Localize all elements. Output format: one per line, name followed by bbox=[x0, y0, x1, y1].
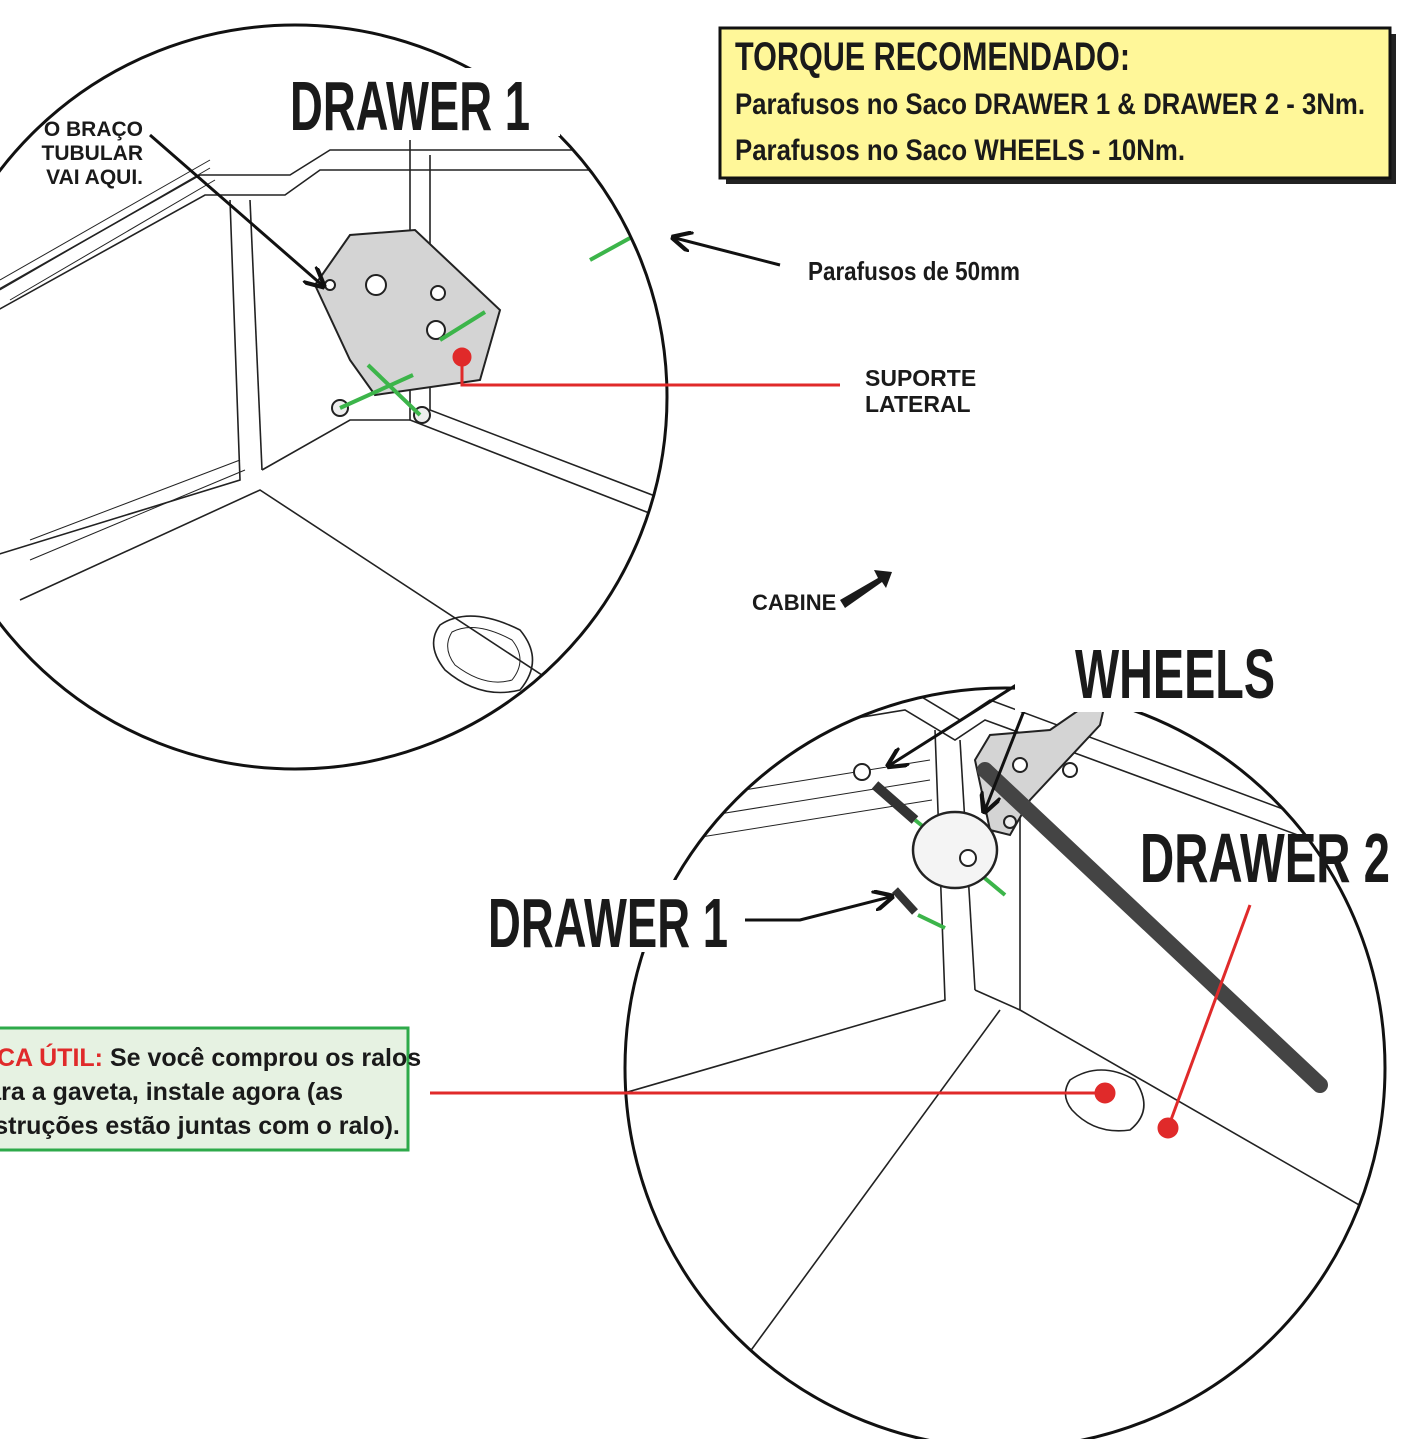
red-leaders bbox=[430, 349, 1250, 1137]
cabin-label: CABINE bbox=[752, 590, 836, 615]
drawer-label: DRAWER 1 bbox=[290, 67, 530, 145]
wheels-label: WHEELS bbox=[1075, 635, 1275, 713]
arm-note: O BRAÇO bbox=[44, 118, 143, 141]
bracket-label: LATERAL bbox=[865, 391, 971, 417]
drawer-label: DRAWER 2 bbox=[1140, 819, 1390, 897]
arm-note: TUBULAR bbox=[42, 142, 143, 165]
drawer-label: DRAWER 1 bbox=[488, 884, 728, 962]
pointer-arrows bbox=[150, 135, 1040, 920]
torque-line: Parafusos no Saco WHEELS - 10Nm. bbox=[735, 134, 1185, 167]
tip-line: Se você comprou os ralos bbox=[103, 1044, 421, 1072]
torque-line: Parafusos no Saco DRAWER 1 & DRAWER 2 - … bbox=[735, 88, 1365, 121]
cabin-arrow bbox=[840, 570, 892, 608]
tip-text: DICA ÚTIL: Se você comprou os ralos bbox=[0, 1042, 421, 1072]
bolt-label: Parafusos de 50mm bbox=[808, 256, 1020, 286]
arm-note: VAI AQUI. bbox=[46, 166, 143, 189]
drawer-sketch-2 bbox=[600, 690, 1405, 1420]
tip-label: DICA ÚTIL: bbox=[0, 1042, 103, 1072]
drawer-sketch-1 bbox=[0, 140, 770, 700]
tip-line: para a gaveta, instale agora (as bbox=[0, 1078, 343, 1106]
torque-title: TORQUE RECOMENDADO: bbox=[735, 35, 1130, 79]
diagram: DRAWER 1 O BRAÇO TUBULAR VAI AQUI. TORQU… bbox=[0, 0, 1405, 1439]
tip-line: instruções estão juntas com o ralo). bbox=[0, 1112, 400, 1140]
bracket-label: SUPORTE bbox=[865, 365, 976, 391]
